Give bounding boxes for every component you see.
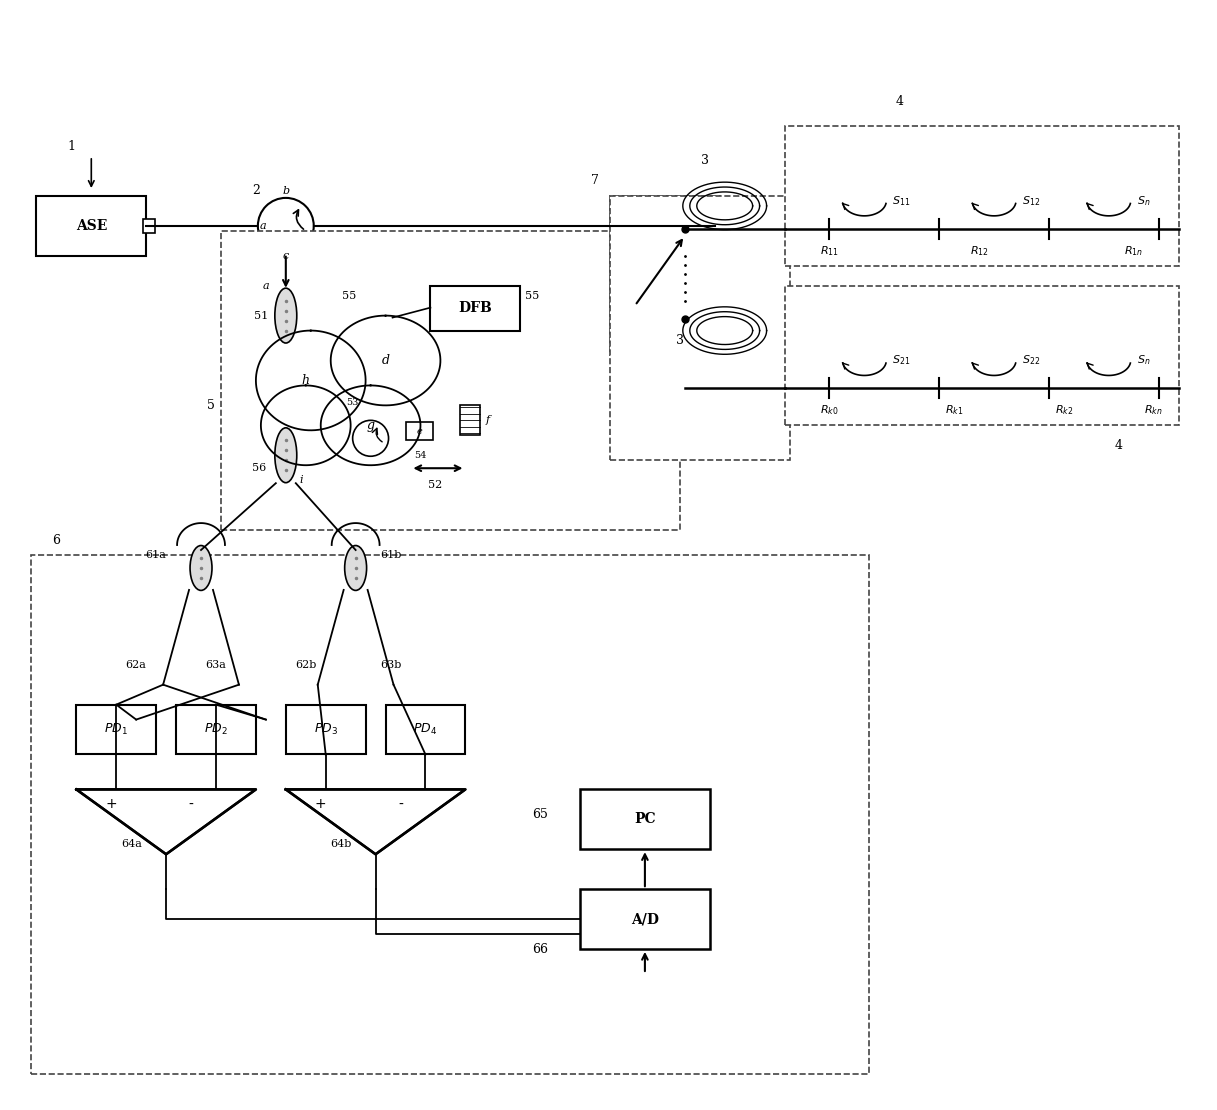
Bar — [37, 195, 146, 255]
Text: 2: 2 — [252, 184, 259, 198]
Text: $PD_2$: $PD_2$ — [204, 722, 228, 737]
Text: $S_{n}$: $S_{n}$ — [1137, 354, 1150, 367]
Text: $R_{1n}$: $R_{1n}$ — [1125, 244, 1143, 258]
Text: 54: 54 — [414, 451, 427, 460]
Text: $R_{11}$: $R_{11}$ — [820, 244, 839, 258]
Text: $PD_3$: $PD_3$ — [314, 722, 338, 737]
Text: 4: 4 — [896, 94, 903, 108]
Text: a: a — [263, 281, 269, 291]
Ellipse shape — [275, 289, 297, 343]
Text: 61b: 61b — [380, 549, 402, 561]
Bar — [221, 231, 680, 531]
Text: ASE: ASE — [75, 219, 107, 233]
Text: i: i — [299, 475, 303, 485]
Text: 6: 6 — [52, 534, 61, 546]
Text: 55: 55 — [525, 291, 539, 301]
Ellipse shape — [190, 545, 212, 591]
Text: $R_{k2}$: $R_{k2}$ — [1055, 403, 1073, 417]
Ellipse shape — [275, 427, 297, 483]
Text: 64a: 64a — [120, 839, 141, 849]
Text: 64b: 64b — [330, 839, 352, 849]
Text: $R_{k0}$: $R_{k0}$ — [820, 403, 839, 417]
Text: d: d — [382, 354, 389, 367]
Text: 62a: 62a — [125, 659, 146, 669]
Text: +: + — [315, 797, 326, 811]
Text: c: c — [282, 251, 288, 261]
Text: PC: PC — [634, 813, 656, 826]
Text: 63a: 63a — [206, 659, 226, 669]
Text: 7: 7 — [591, 174, 599, 188]
Bar — [431, 285, 520, 331]
Text: $R_{k1}$: $R_{k1}$ — [944, 403, 964, 417]
Bar — [785, 127, 1178, 265]
Text: +: + — [106, 797, 117, 811]
Text: 65: 65 — [532, 808, 548, 821]
Text: b: b — [282, 185, 290, 195]
Bar — [176, 705, 256, 755]
Ellipse shape — [344, 545, 366, 591]
Bar — [144, 219, 155, 233]
Bar — [610, 195, 790, 461]
Text: 3: 3 — [675, 334, 684, 347]
Bar — [785, 285, 1178, 425]
Text: 3: 3 — [701, 154, 708, 168]
Text: $S_{11}$: $S_{11}$ — [892, 194, 910, 208]
Text: 55: 55 — [342, 291, 355, 301]
Bar — [405, 422, 433, 441]
Text: $S_{22}$: $S_{22}$ — [1022, 354, 1041, 367]
Text: $S_{12}$: $S_{12}$ — [1022, 194, 1041, 208]
Bar — [32, 555, 869, 1073]
Text: $R_{12}$: $R_{12}$ — [970, 244, 988, 258]
Bar — [286, 705, 365, 755]
Text: 63b: 63b — [380, 659, 402, 669]
Text: f: f — [486, 415, 489, 425]
Text: -: - — [189, 797, 194, 811]
Text: a: a — [259, 221, 267, 231]
Text: 61a: 61a — [146, 549, 167, 561]
Polygon shape — [77, 789, 256, 855]
Bar — [581, 789, 710, 849]
Text: -: - — [398, 797, 403, 811]
Bar — [77, 705, 156, 755]
Text: 56: 56 — [252, 463, 267, 473]
Text: DFB: DFB — [459, 301, 492, 314]
Text: $R_{kn}$: $R_{kn}$ — [1144, 403, 1163, 417]
Text: $PD_1$: $PD_1$ — [105, 722, 128, 737]
Text: A/D: A/D — [630, 912, 658, 926]
Text: $S_{n}$: $S_{n}$ — [1137, 194, 1150, 208]
Bar — [460, 405, 481, 435]
Text: $PD_4$: $PD_4$ — [414, 722, 438, 737]
Text: 62b: 62b — [295, 659, 316, 669]
Bar — [386, 705, 465, 755]
Text: e: e — [416, 427, 422, 436]
Text: 66: 66 — [532, 942, 548, 956]
Text: 53: 53 — [347, 397, 359, 407]
Bar — [610, 195, 719, 355]
Text: $S_{21}$: $S_{21}$ — [892, 354, 910, 367]
Text: h: h — [302, 374, 310, 387]
Text: 51: 51 — [254, 311, 268, 321]
Polygon shape — [286, 789, 465, 855]
Text: 5: 5 — [207, 398, 215, 412]
Bar — [581, 889, 710, 949]
Text: 4: 4 — [1115, 438, 1123, 452]
Text: 1: 1 — [67, 140, 75, 152]
Text: g: g — [366, 418, 375, 432]
Text: 52: 52 — [428, 481, 443, 491]
